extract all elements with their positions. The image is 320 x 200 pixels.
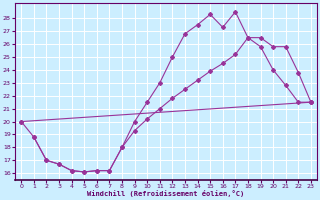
X-axis label: Windchill (Refroidissement éolien,°C): Windchill (Refroidissement éolien,°C) [87,190,245,197]
